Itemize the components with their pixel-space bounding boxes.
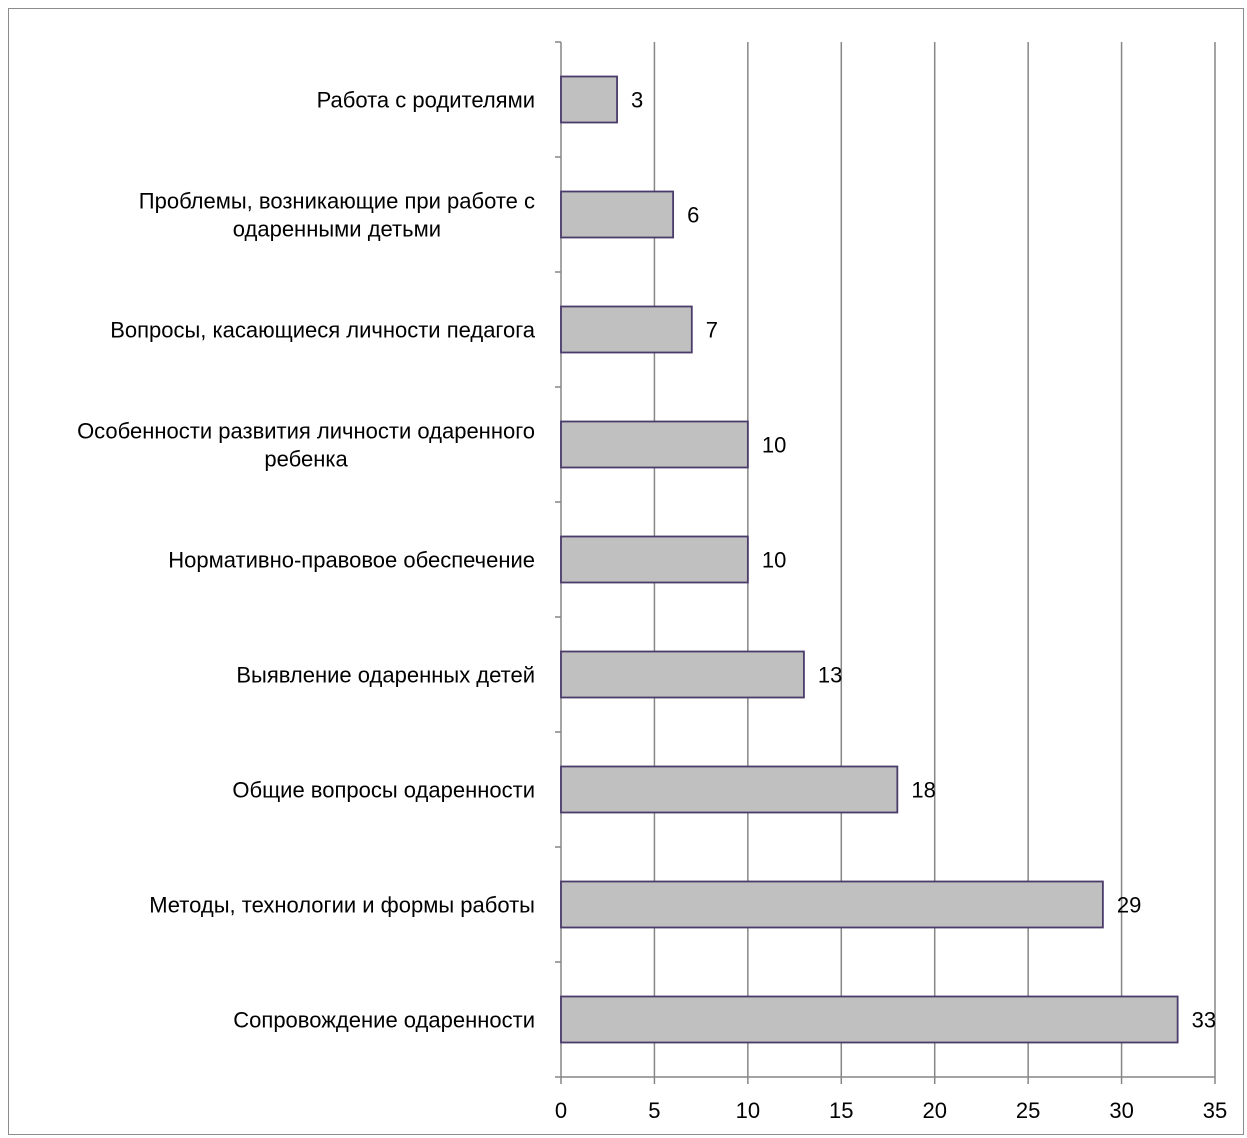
x-tick-label-3: 15 [829,1098,853,1123]
bar-4 [560,535,749,584]
data-label-8: 3 [631,88,643,113]
category-label-5-line-0: Особенности развития личности одаренного [77,419,535,444]
category-label-8: Работа с родителями [317,88,535,113]
category-label-3: Выявление одаренных детей [236,663,535,688]
x-tick-label-7: 35 [1203,1098,1227,1123]
x-tick-label-5: 25 [1016,1098,1040,1123]
category-label-0: Сопровождение одаренности [233,1008,535,1033]
category-label-5: Особенности развития личности одаренного… [77,419,535,472]
data-label-6: 7 [706,318,718,343]
category-label-1: Методы, технологии и формы работы [149,893,535,918]
bar-3 [560,650,805,699]
category-label-6: Вопросы, касающиеся личности педагога [110,318,536,343]
category-label-2: Общие вопросы одаренности [232,778,535,803]
x-tick-label-4: 20 [922,1098,946,1123]
data-label-3: 13 [818,663,842,688]
bar-1 [560,880,1104,929]
category-label-5-line-1: ребенка [264,447,348,472]
bar-6 [560,305,693,354]
x-tick-label-1: 5 [648,1098,660,1123]
data-label-2: 18 [911,778,935,803]
bar-0 [560,995,1179,1044]
bar-7 [560,190,675,239]
data-label-4: 10 [762,548,786,573]
x-tick-label-0: 0 [555,1098,567,1123]
bar-8 [560,75,618,124]
data-label-1: 29 [1117,893,1141,918]
category-label-4: Нормативно-правовое обеспечение [168,548,535,573]
data-label-5: 10 [762,433,786,458]
category-label-7-line-1: одаренными детьми [233,217,441,242]
data-label-0: 33 [1192,1008,1216,1033]
x-tick-label-2: 10 [736,1098,760,1123]
category-label-7-line-0: Проблемы, возникающие при работе с [139,189,535,214]
category-label-7: Проблемы, возникающие при работе с одарен… [139,189,535,242]
data-label-7: 6 [687,203,699,228]
bar-5 [560,420,749,469]
x-tick-label-6: 30 [1109,1098,1133,1123]
bar-2 [560,765,899,814]
